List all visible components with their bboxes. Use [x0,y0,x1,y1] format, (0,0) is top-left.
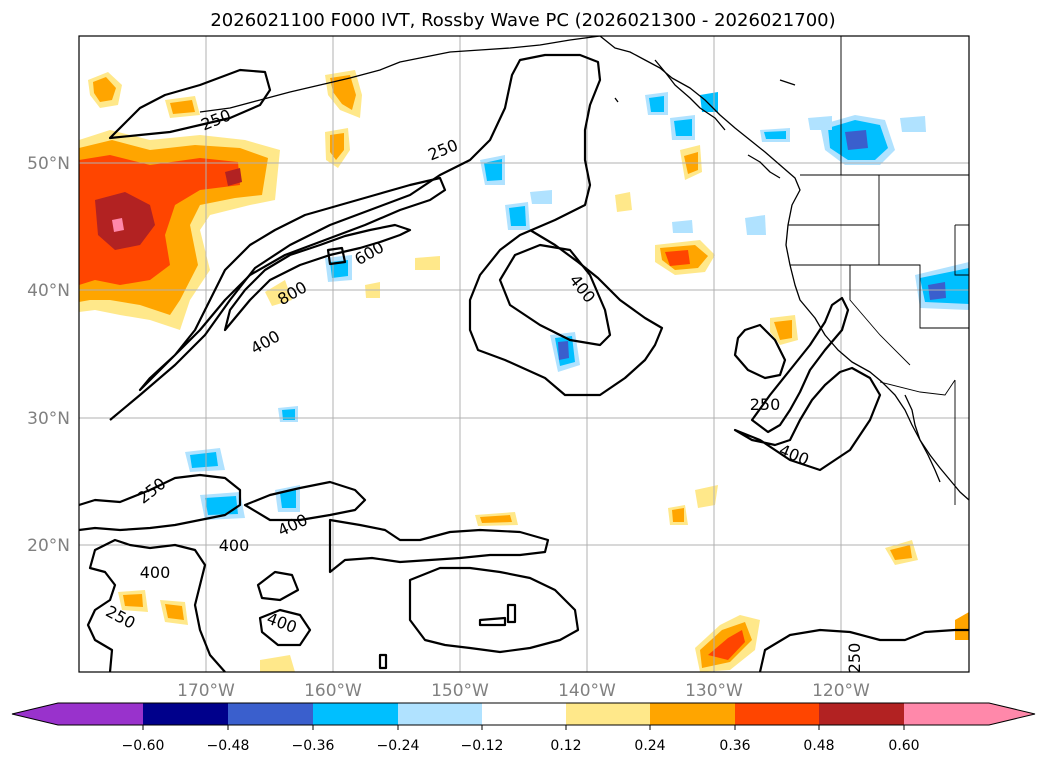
colorbar-segment [398,703,482,725]
colorbar-segment [58,703,143,725]
colorbar-tick-label: 0.48 [803,738,834,754]
map-title: 2026021100 F000 IVT, Rossby Wave PC (202… [210,10,835,31]
colorbar-tick-label: 0.12 [550,738,581,754]
map-frame [78,35,970,673]
colorbar-tick-label: −0.60 [122,738,165,754]
colorbar-tick-label: −0.24 [377,738,420,754]
contour-label: 400 [140,563,171,582]
contour-label: 400 [219,536,250,555]
colorbar-extend-min [12,703,58,725]
lon-label: 140°W [558,681,616,701]
lon-label: 120°W [812,681,870,701]
colorbar-segment [228,703,313,725]
colorbar-segment [819,703,904,725]
colorbar-segment [566,703,650,725]
map-area: 250 250 600 800 400 400 250 400 250 400 … [79,36,969,674]
colorbar-segment [143,703,228,725]
lon-label: 170°W [177,681,235,701]
colorbar-tick-label: 0.24 [634,738,665,754]
colorbar-extend-max [989,703,1035,725]
graticule [79,36,969,672]
colorbar-segment [482,703,566,725]
colorbar-tick-label: 0.60 [888,738,919,754]
political-borders [788,36,969,505]
lat-label: 40°N [27,281,70,301]
contour-label: 250 [845,643,864,674]
longitude-labels: 170°W 160°W 150°W 140°W 130°W 120°W [177,681,870,701]
latitude-labels: 50°N 40°N 30°N 20°N [27,154,70,556]
colorbar-segment [313,703,398,725]
colorbar-tick-label: 0.36 [719,738,750,754]
coastlines [199,36,969,501]
ivt-contours [79,53,969,672]
lon-label: 160°W [304,681,362,701]
lon-label: 130°W [685,681,743,701]
colorbar-tick-label: −0.12 [461,738,504,754]
lat-label: 50°N [27,154,70,174]
lat-label: 20°N [27,536,70,556]
colorbar-tick-label: −0.48 [207,738,250,754]
lon-label: 150°W [431,681,489,701]
lat-label: 30°N [27,409,70,429]
colorbar: −0.60 −0.48 −0.36 −0.24 −0.12 0.12 0.24 … [11,702,1036,754]
colorbar-ticks [142,725,905,730]
colorbar-outline [11,702,1036,726]
contour-label: 250 [750,395,781,414]
colorbar-segment [904,703,989,725]
colorbar-segment [735,703,819,725]
colorbar-tick-label: −0.36 [292,738,335,754]
anomaly-shading [79,70,969,672]
colorbar-segment [650,703,735,725]
